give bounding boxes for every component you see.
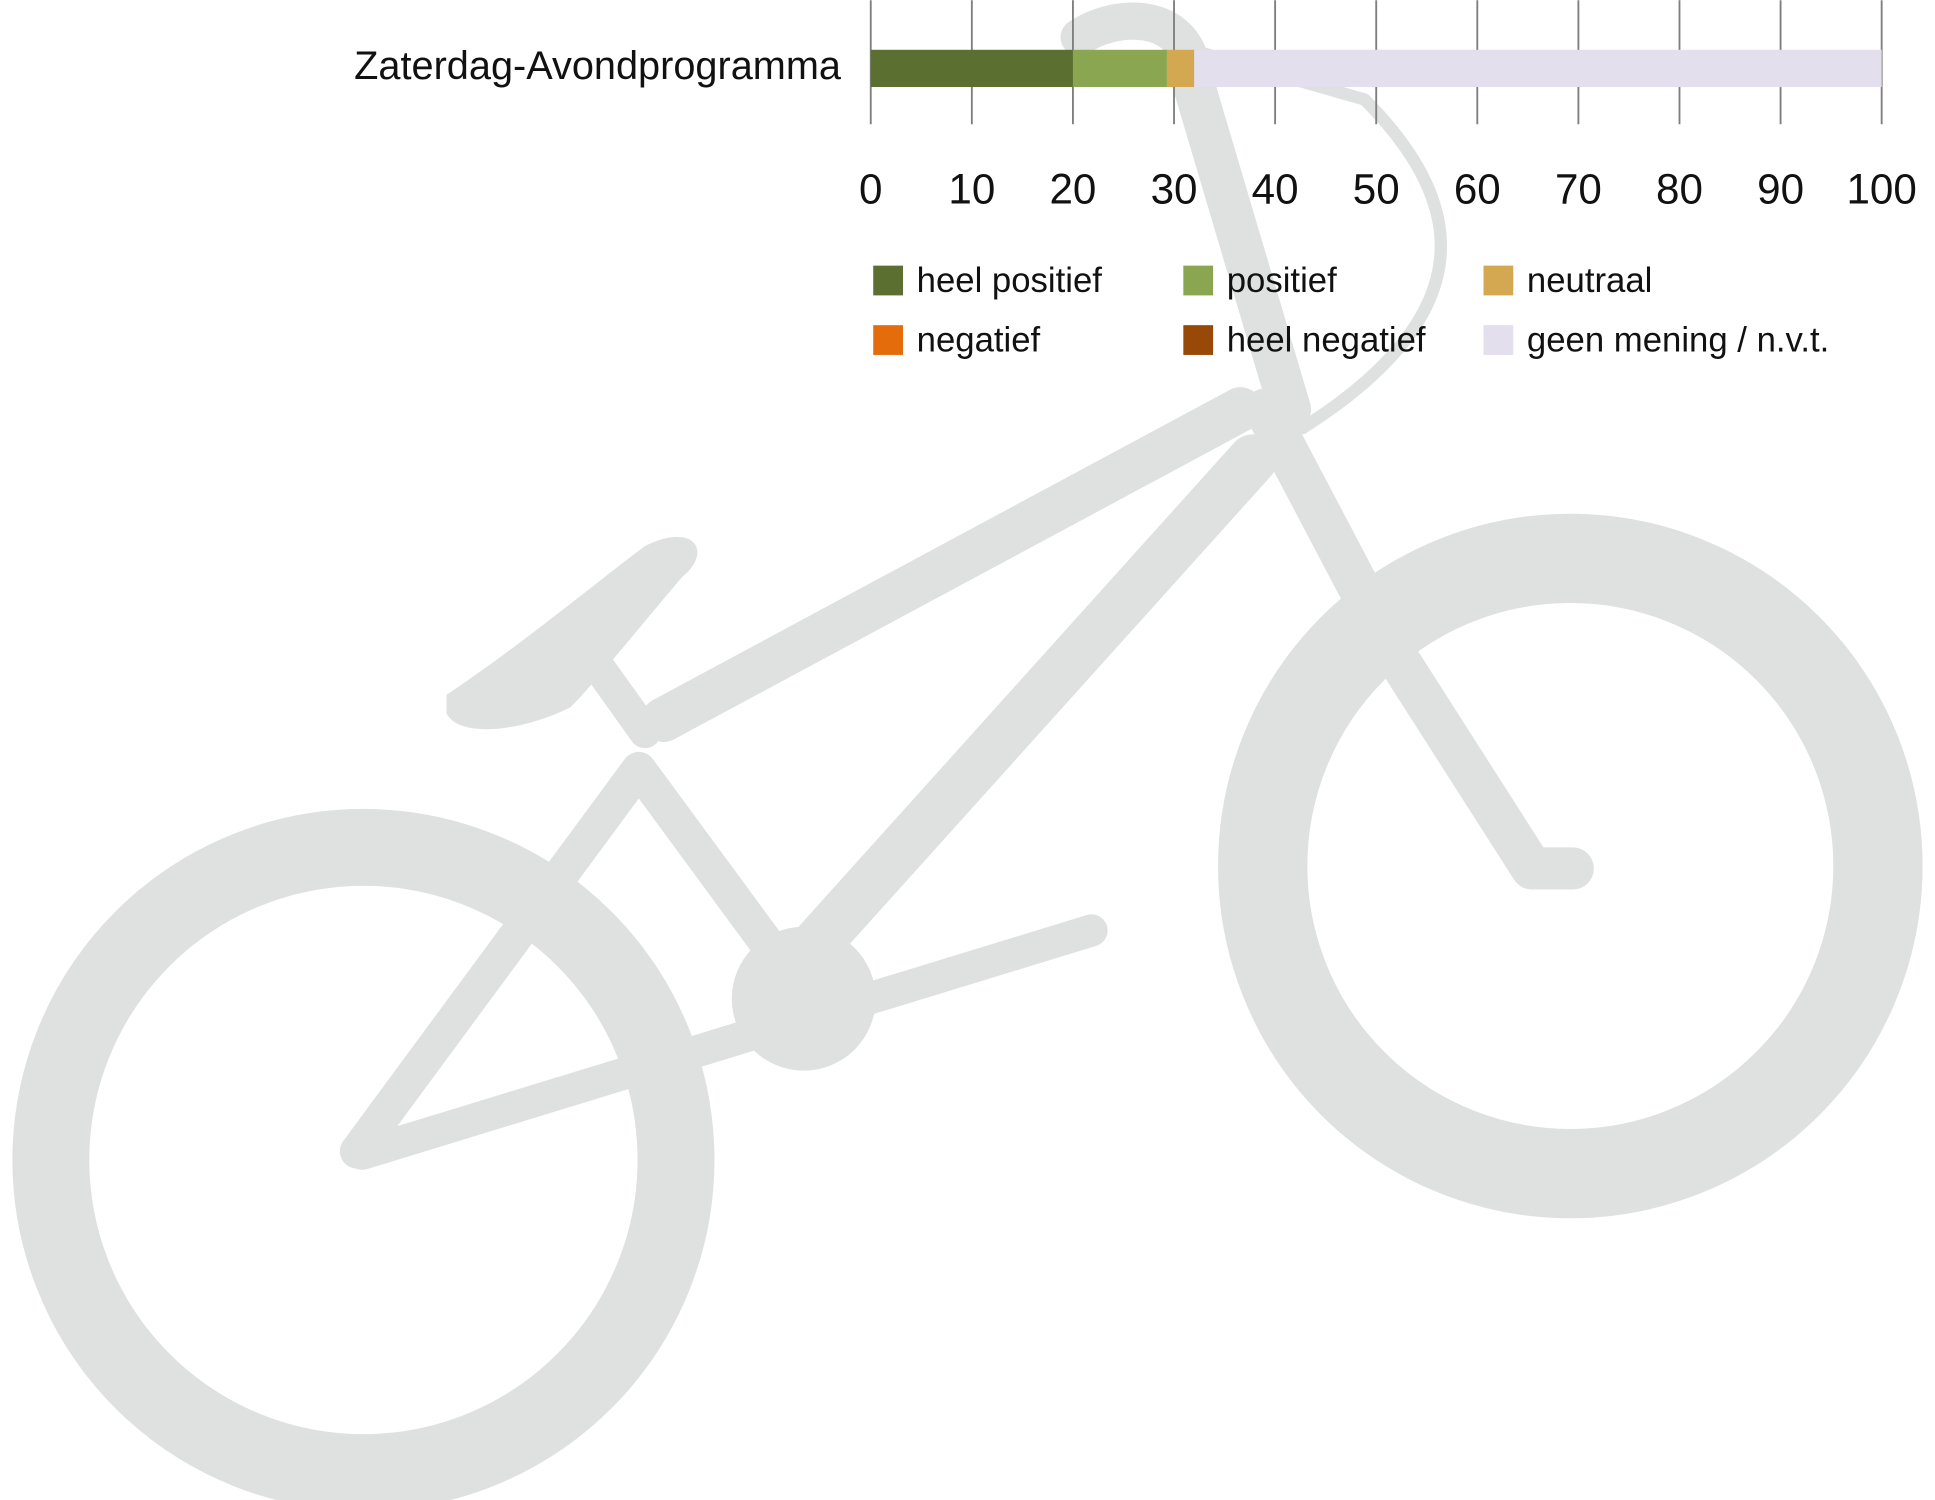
legend-swatch — [1483, 325, 1514, 355]
legend-swatch — [873, 325, 903, 355]
legend-label: geen mening / n.v.t. — [1527, 322, 1829, 360]
x-tick-label: 70 — [1555, 166, 1602, 213]
x-tick-label: 30 — [1151, 166, 1198, 213]
bar-segment — [870, 49, 1073, 88]
bar-segment — [1166, 49, 1195, 88]
y-tick-label: Zaterdag-Avondprogramma — [354, 44, 842, 88]
legend-label: positief — [1227, 262, 1337, 300]
legend-label: neutraal — [1527, 262, 1652, 300]
x-tick-label: 0 — [859, 166, 882, 213]
bicycle-background — [12, 2, 1923, 1500]
bar-segment — [1072, 49, 1167, 88]
x-tick-label: 60 — [1454, 166, 1501, 213]
legend-swatch — [1483, 265, 1514, 296]
x-tick-label: 10 — [948, 166, 995, 213]
x-tick-label: 80 — [1656, 166, 1703, 213]
legend-swatch — [1183, 265, 1214, 296]
x-tick-label: 90 — [1757, 166, 1804, 213]
x-tick-label: 40 — [1252, 166, 1299, 213]
x-tick-label: 20 — [1049, 166, 1096, 213]
legend-label: heel negatief — [1227, 322, 1426, 360]
bar-segment — [1194, 49, 1882, 88]
legend-label: negatief — [917, 322, 1041, 360]
legend-label: heel positief — [917, 262, 1103, 300]
legend-swatch — [873, 265, 903, 296]
x-tick-label: 50 — [1353, 166, 1400, 213]
plot-area: 0 10 20 30 40 50 60 70 80 90 100 Zaterdag-Avondprog… — [354, 0, 1917, 360]
legend-swatch — [1183, 325, 1214, 355]
x-tick-label: 100 — [1846, 166, 1916, 213]
